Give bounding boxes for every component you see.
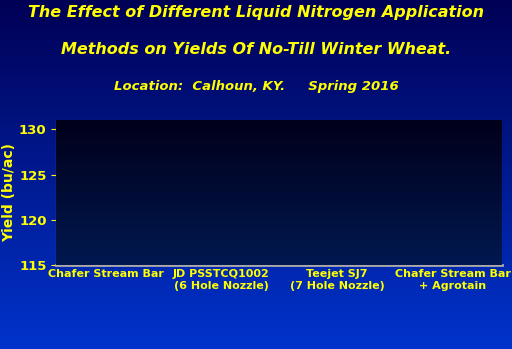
Text: 125.1: 125.1	[86, 160, 125, 173]
Text: LSD (P=0.5) 4.69: LSD (P=0.5) 4.69	[212, 131, 319, 141]
Text: 119.4: 119.4	[201, 211, 241, 224]
Text: 128.2: 128.2	[433, 132, 473, 145]
Bar	[77, 174, 135, 265]
Text: Methods on Yields Of No-Till Winter Wheat.: Methods on Yields Of No-Till Winter Whea…	[61, 42, 451, 57]
Bar	[308, 243, 366, 265]
Text: 117.5: 117.5	[317, 229, 357, 242]
Y-axis label: Yield (bu/ac): Yield (bu/ac)	[2, 143, 16, 242]
Bar	[193, 225, 250, 265]
Bar	[423, 146, 481, 265]
Text: The Effect of Different Liquid Nitrogen Application: The Effect of Different Liquid Nitrogen …	[28, 5, 484, 20]
Text: Location:  Calhoun, KY.     Spring 2016: Location: Calhoun, KY. Spring 2016	[114, 80, 398, 93]
